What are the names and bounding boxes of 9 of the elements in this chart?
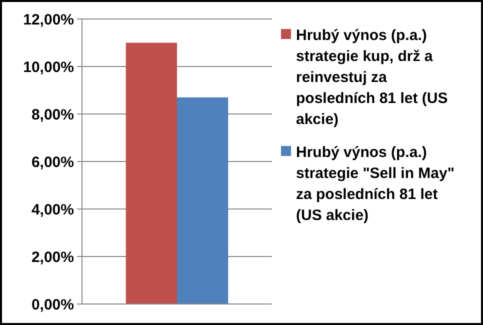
y-tick-label: 4,00% — [31, 201, 74, 218]
y-tick-label: 12,00% — [23, 11, 74, 28]
y-tick-label: 0,00% — [31, 296, 74, 314]
y-tick-label: 6,00% — [31, 154, 74, 171]
y-tick-label: 2,00% — [31, 248, 74, 266]
y-tick-label: 10,00% — [23, 58, 74, 76]
y-tick-label: 8,00% — [31, 106, 74, 124]
legend-label: Hrubý výnos (p.a.) strategie kup, drž a reinvestuj za posledních 81 let (US akcie) — [296, 27, 448, 128]
legend-label: Hrubý výnos (p.a.) strategie "Sell in May" za posledních 81 let (US akcie) — [296, 144, 454, 224]
